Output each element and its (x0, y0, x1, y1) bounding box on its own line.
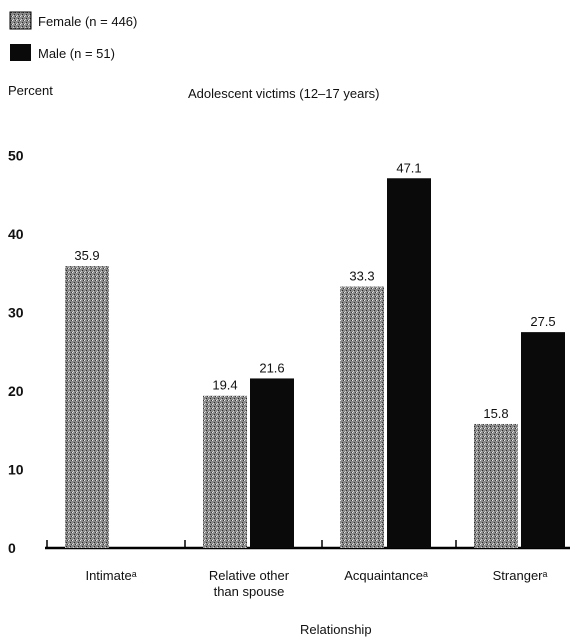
y-tick-label: 40 (8, 226, 24, 242)
legend-swatch-female (9, 11, 32, 30)
legend-label-female: Female (n = 446) (38, 14, 137, 29)
category-label: Strangerᵃ (493, 568, 548, 583)
bar-value-label: 47.1 (396, 160, 421, 175)
y-tick-label: 20 (8, 383, 24, 399)
bar-female (65, 266, 109, 548)
y-tick-label: 0 (8, 540, 16, 556)
y-tick-label: 10 (8, 462, 24, 478)
bar-male (521, 332, 565, 548)
bar-female (203, 395, 247, 548)
category-label: Relative other than spouse (209, 568, 290, 599)
bar-value-label: 33.3 (349, 269, 374, 284)
y-tick-label: 50 (8, 148, 24, 164)
y-axis-label: Percent (8, 83, 53, 98)
category-labels: Intimateᵃ Relative other than spouse Acquai… (46, 540, 548, 599)
y-axis-ticks: 0 10 20 30 40 50 (8, 148, 24, 557)
bar-male (250, 378, 294, 548)
bars (65, 178, 565, 548)
legend-swatch-male (10, 44, 31, 61)
y-tick-label: 30 (8, 305, 24, 321)
bar-female (340, 286, 384, 548)
bar-value-label: 15.8 (483, 406, 508, 421)
legend-label-male: Male (n = 51) (38, 46, 115, 61)
bar-male (387, 178, 431, 548)
chart-title: Adolescent victims (12–17 years) (188, 86, 379, 101)
x-axis-label: Relationship (300, 622, 372, 637)
bar-value-label: 35.9 (74, 248, 99, 263)
category-label: Intimateᵃ (85, 568, 136, 583)
bar-value-label: 27.5 (530, 314, 555, 329)
bar-female (474, 423, 518, 548)
bar-value-label: 21.6 (259, 360, 284, 375)
legend: Female (n = 446) Male (n = 51) (9, 11, 137, 61)
category-label: Acquaintanceᵃ (344, 568, 428, 583)
bar-value-label: 19.4 (212, 378, 237, 393)
value-labels: 35.9 19.4 21.6 33.3 47.1 15.8 27.5 (74, 160, 555, 421)
